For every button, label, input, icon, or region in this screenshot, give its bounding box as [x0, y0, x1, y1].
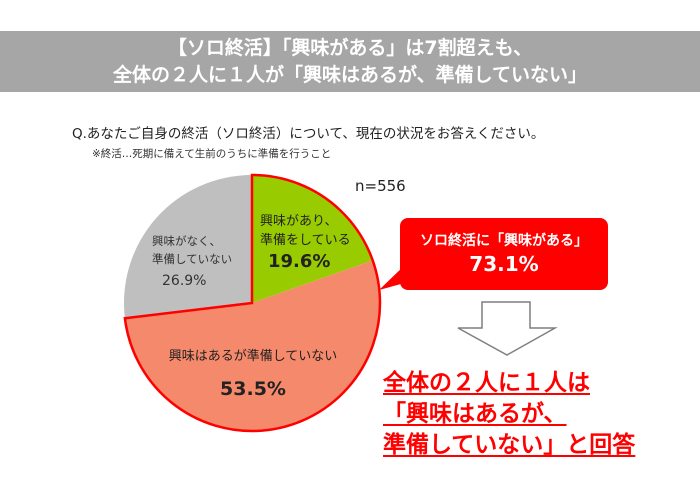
slice-prepared	[252, 175, 373, 303]
sample-size: n=556	[355, 177, 406, 195]
definition-note: ※終活…死期に備えて生前のうちに準備を行うこと	[92, 148, 332, 160]
survey-question: Q.あなたご自身の終活（ソロ終活）について、現在の状況をお答えください。	[72, 126, 545, 142]
banner-line-1: 【ソロ終活】「興味がある」は7割超えも、	[167, 37, 533, 59]
pct-not-interested: 26.9%	[162, 273, 207, 289]
pct-prepared: 19.6%	[268, 251, 331, 272]
interested-callout: ソロ終活に「興味がある」 73.1%	[400, 218, 608, 290]
label-prepared: 興味があり、 準備をしている 19.6%	[260, 214, 351, 272]
callout-title: ソロ終活に「興味がある」	[420, 233, 588, 249]
slice-not-interested	[123, 175, 253, 319]
title-banner: 【ソロ終活】「興味がある」は7割超えも、 全体の２人に１人が「興味はあるが、準備…	[0, 31, 700, 92]
label-interested-not-prepared: 興味はあるが準備していない 53.5%	[158, 345, 348, 400]
callout-value: 73.1%	[469, 252, 539, 276]
interested-outline	[123, 173, 382, 433]
banner-line-2: 全体の２人に１人が「興味はあるが、準備していない」	[112, 64, 588, 86]
down-arrow-icon	[457, 301, 558, 356]
pct-interested-not-prepared: 53.5%	[220, 378, 286, 400]
slice-interested-not-prepared	[124, 260, 380, 431]
conclusion-text: 全体の２人に１人は 「興味はあるが、 準備していない」と回答	[383, 370, 636, 458]
label-not-interested: 興味がなく、 準備していない 26.9%	[152, 234, 233, 289]
